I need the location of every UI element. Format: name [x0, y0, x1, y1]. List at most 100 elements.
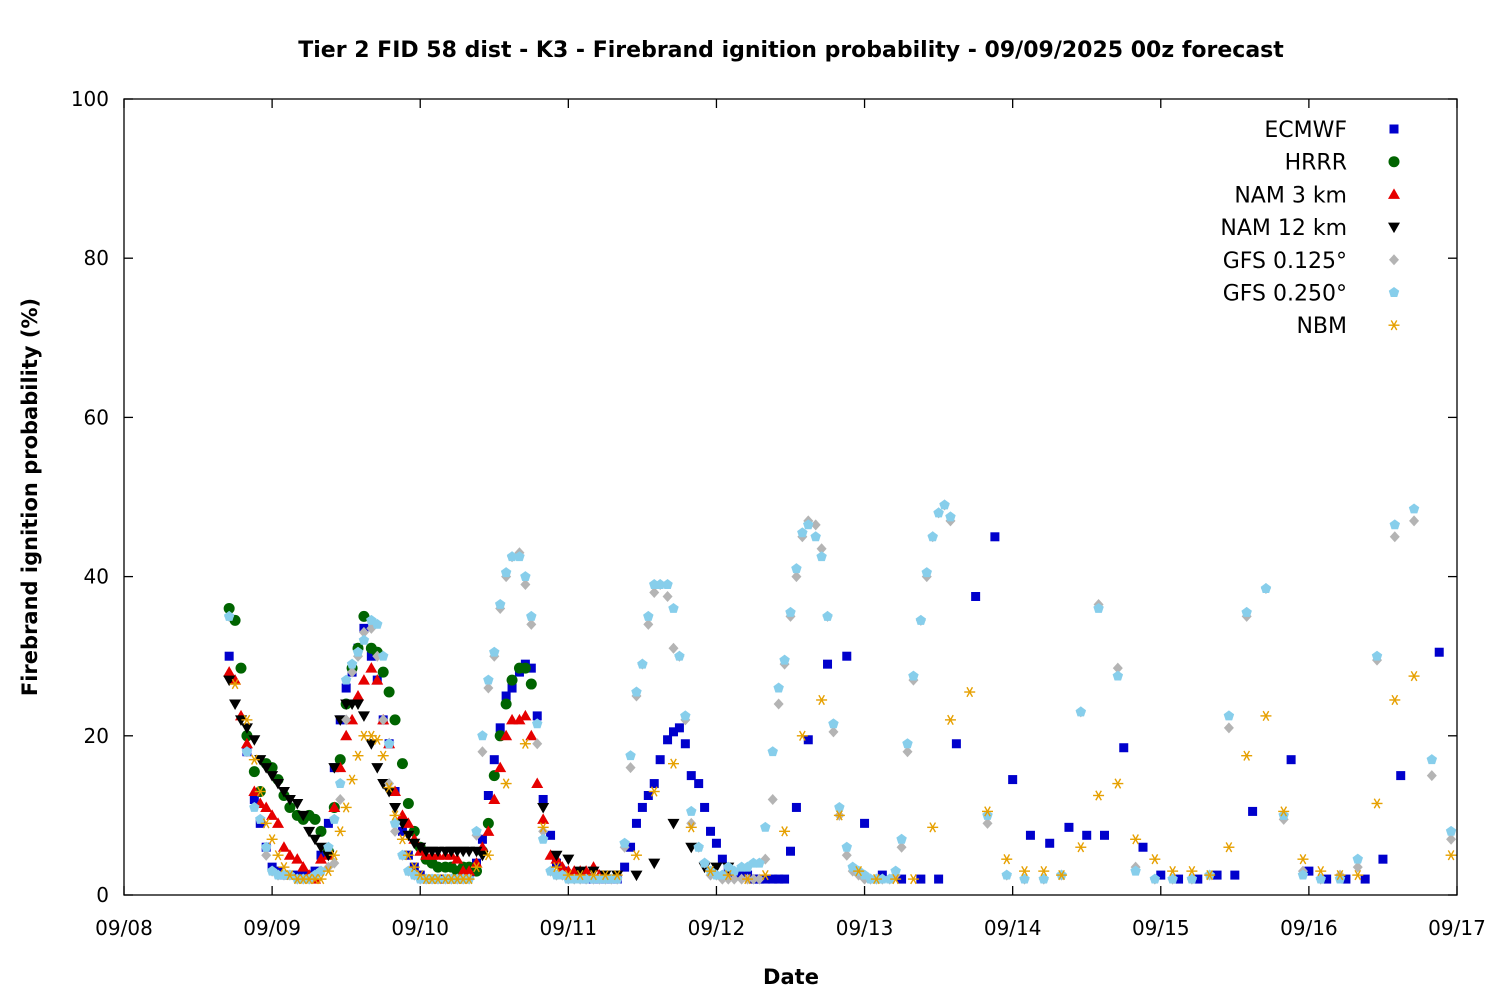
- data-point: [1297, 854, 1309, 865]
- data-point: [833, 810, 845, 821]
- data-point: [1434, 647, 1444, 657]
- data-point: [841, 841, 853, 852]
- data-point: [823, 659, 833, 669]
- data-point: [397, 826, 407, 836]
- data-point: [828, 726, 839, 738]
- data-point: [626, 842, 636, 852]
- data-point: [1038, 873, 1049, 884]
- data-point: [649, 587, 660, 599]
- legend-marker: [1388, 188, 1400, 199]
- data-point: [352, 699, 365, 710]
- legend-marker: [1388, 287, 1400, 297]
- data-point: [1038, 865, 1050, 877]
- data-point: [981, 806, 993, 817]
- data-point: [791, 571, 802, 583]
- data-point: [255, 813, 266, 824]
- data-point: [649, 779, 659, 789]
- data-point: [329, 813, 340, 824]
- data-point: [921, 567, 932, 578]
- data-point: [982, 817, 993, 829]
- data-point: [1315, 873, 1326, 884]
- data-point: [700, 802, 710, 812]
- data-point: [346, 658, 358, 669]
- data-point: [630, 850, 642, 861]
- data-point: [346, 774, 358, 785]
- data-point: [365, 662, 378, 673]
- data-point: [377, 750, 389, 761]
- data-point: [1099, 830, 1109, 840]
- data-point: [736, 873, 747, 885]
- data-point: [1112, 662, 1123, 674]
- data-point: [470, 846, 483, 858]
- data-point: [773, 698, 784, 710]
- data-point: [254, 786, 266, 797]
- data-point: [309, 813, 321, 825]
- data-point: [223, 610, 235, 621]
- data-point: [525, 729, 538, 741]
- data-point: [643, 791, 653, 800]
- data-point: [637, 658, 648, 669]
- data-point: [519, 709, 532, 721]
- data-point: [477, 730, 488, 741]
- data-point: [471, 862, 483, 873]
- data-point: [340, 729, 353, 741]
- data-point: [728, 865, 740, 876]
- data-point: [402, 850, 414, 861]
- data-point: [532, 711, 542, 721]
- data-point: [663, 735, 673, 745]
- data-point: [1389, 519, 1401, 530]
- data-point: [655, 755, 665, 765]
- data-point: [272, 850, 284, 861]
- data-point: [705, 865, 717, 877]
- data-point: [315, 825, 327, 837]
- data-point: [248, 785, 261, 797]
- data-point: [1278, 806, 1290, 817]
- data-point: [828, 718, 839, 729]
- plot-frame: [123, 98, 1458, 896]
- data-point: [389, 817, 401, 828]
- data-point: [408, 862, 420, 873]
- data-point: [322, 850, 335, 862]
- data-point: [668, 642, 679, 654]
- data-point: [322, 865, 334, 877]
- data-point: [291, 798, 304, 810]
- data-point: [1138, 842, 1148, 852]
- data-point: [378, 714, 389, 726]
- data-point: [619, 837, 630, 848]
- data-point: [477, 746, 488, 758]
- data-point: [340, 802, 352, 813]
- data-point: [654, 579, 666, 590]
- data-point: [748, 873, 759, 885]
- data-point: [877, 873, 888, 884]
- data-point: [408, 838, 421, 850]
- data-point: [902, 738, 913, 749]
- x-tick-label: 09/11: [540, 916, 598, 940]
- data-point: [760, 874, 770, 884]
- data-point: [1341, 874, 1351, 884]
- data-point: [841, 849, 852, 861]
- data-point: [291, 853, 304, 864]
- data-point: [371, 763, 384, 774]
- data-point: [1186, 865, 1198, 877]
- data-point: [383, 686, 395, 698]
- data-point: [667, 758, 679, 769]
- x-tick-label: 09/15: [1132, 916, 1190, 940]
- legend-marker: [1389, 124, 1399, 134]
- data-point: [315, 873, 327, 885]
- data-point: [248, 735, 261, 746]
- data-point: [1149, 873, 1161, 884]
- data-point: [1008, 775, 1018, 785]
- data-point: [506, 674, 518, 686]
- data-point: [284, 801, 296, 813]
- x-axis-label: Date: [763, 965, 819, 989]
- data-point: [471, 825, 482, 836]
- data-point: [278, 862, 290, 873]
- data-point: [334, 761, 347, 773]
- data-point: [323, 841, 334, 852]
- data-point: [260, 818, 272, 829]
- series-nam-12-km: [223, 675, 735, 882]
- data-point: [365, 739, 378, 750]
- data-point: [414, 842, 427, 854]
- data-point: [717, 854, 727, 864]
- data-point: [377, 650, 389, 661]
